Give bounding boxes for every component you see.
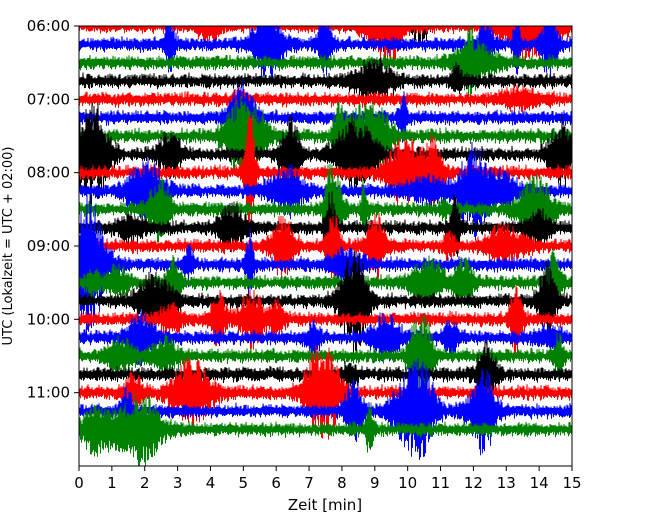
x-tick-label: 12 bbox=[464, 474, 483, 492]
seismogram-trace bbox=[79, 248, 572, 310]
x-tick-label: 4 bbox=[206, 474, 216, 492]
seismogram-trace bbox=[79, 190, 572, 339]
y-tick-label: 06:00 bbox=[27, 17, 70, 35]
y-tick-label: 08:00 bbox=[27, 164, 70, 182]
y-axis-ticks: 06:00 07:00 08:00 09:00 10:00 11:00 bbox=[27, 17, 79, 402]
seismogram-trace bbox=[79, 78, 572, 154]
x-tick-label: 7 bbox=[304, 474, 314, 492]
x-tick-label: 10 bbox=[398, 474, 417, 492]
seismogram-trace bbox=[79, 26, 572, 84]
x-tick-label: 1 bbox=[107, 474, 117, 492]
x-tick-label: 13 bbox=[497, 474, 516, 492]
x-tick-label: 15 bbox=[562, 474, 581, 492]
x-axis-title: Zeit [min] bbox=[288, 496, 362, 514]
x-tick-label: 0 bbox=[74, 474, 84, 492]
x-tick-label: 14 bbox=[530, 474, 549, 492]
seismogram-trace bbox=[79, 309, 572, 367]
seismogram-trace bbox=[79, 285, 572, 361]
x-tick-label: 9 bbox=[370, 474, 380, 492]
seismogram-trace bbox=[79, 95, 572, 178]
y-axis-title: UTC (Lokalzeit = UTC + 02:00) bbox=[1, 147, 16, 346]
x-tick-label: 6 bbox=[271, 474, 281, 492]
x-tick-label: 11 bbox=[431, 474, 450, 492]
seismogram-traces bbox=[79, 26, 572, 466]
y-tick-label: 07:00 bbox=[27, 90, 70, 108]
seismogram-trace bbox=[79, 393, 572, 466]
y-tick-label: 09:00 bbox=[27, 237, 70, 255]
seismogram-trace bbox=[79, 250, 572, 356]
seismogram-trace bbox=[79, 57, 572, 105]
seismogram-trace bbox=[79, 83, 572, 115]
seismogram-trace bbox=[79, 102, 572, 211]
x-tick-label: 5 bbox=[239, 474, 249, 492]
y-tick-label: 11:00 bbox=[27, 384, 70, 402]
x-tick-label: 3 bbox=[173, 474, 183, 492]
seismogram-trace bbox=[79, 358, 572, 460]
seismogram-trace bbox=[79, 26, 572, 106]
x-axis-ticks: 0 1 2 3 4 5 6 7 8 9 10 11 12 13 14 15 bbox=[74, 466, 582, 492]
x-tick-label: 8 bbox=[337, 474, 347, 492]
x-tick-label: 2 bbox=[140, 474, 150, 492]
y-tick-label: 10:00 bbox=[27, 310, 70, 328]
